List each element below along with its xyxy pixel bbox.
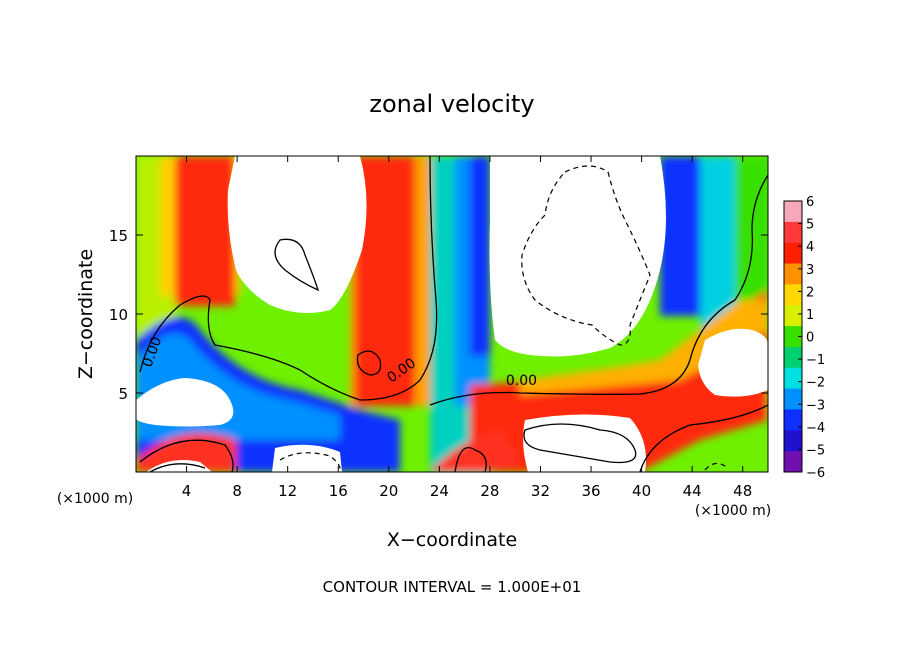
contour-line [149, 463, 206, 472]
colorbar-label: −3 [806, 398, 825, 413]
negative-contour [279, 452, 341, 472]
colorbar-label: 3 [806, 263, 814, 278]
zero-contour [429, 174, 768, 406]
x-tick-label: 16 [329, 482, 348, 500]
contour-line [523, 423, 637, 464]
blank-region [136, 378, 234, 427]
colorbar-label: −1 [806, 353, 825, 368]
colorbar-label: −2 [806, 376, 825, 391]
negative-contour [521, 165, 651, 346]
colorbar-swatch [784, 367, 802, 390]
colorbar-label: −4 [806, 421, 825, 436]
colorbar-label: 0 [806, 331, 814, 346]
velocity-field: 0.000.00 0.00 [136, 156, 768, 472]
negative-contour [704, 462, 729, 471]
contour-interval-note: CONTOUR INTERVAL = 1.000E+01 [323, 578, 582, 596]
z-tick-label: 10 [109, 306, 128, 324]
blank-region [272, 444, 342, 472]
colorbar-swatch [784, 201, 802, 223]
x-unit-note-right: (×1000 m) [695, 503, 771, 519]
colorbar-swatch [784, 221, 802, 244]
colorbar-label: 2 [806, 285, 814, 300]
colorbar-swatch [784, 451, 802, 473]
x-tick-label: 40 [632, 482, 651, 500]
colorbar-label: 5 [806, 218, 814, 233]
x-tick-label: 48 [733, 482, 752, 500]
colorbar-swatch [784, 346, 802, 369]
x-tick-label: 44 [683, 482, 702, 500]
blank-region [698, 328, 768, 397]
colorbar-swatch [784, 388, 802, 410]
blank-region [227, 156, 367, 314]
colorbar: 6 5 4 3 2 1 0 −1 −2 −3 −4 −5 −6 [783, 195, 825, 481]
contour-value-label: 0.00 [506, 373, 537, 389]
colorbar-swatch [784, 326, 802, 348]
contour-line [356, 350, 382, 376]
colorbar-swatch [784, 284, 802, 306]
colorbar-swatch [784, 263, 802, 285]
blank-region [146, 459, 212, 472]
z-axis-label: Z−coordinate [75, 249, 97, 379]
x-tick-label: 20 [379, 482, 398, 500]
colorbar-swatch [784, 305, 802, 327]
colorbar-label: −6 [806, 466, 825, 481]
x-tick-label: 4 [182, 482, 192, 500]
blank-region [489, 156, 666, 357]
contour-line [454, 446, 487, 472]
z-axis: 5 10 15 [109, 227, 768, 403]
z-tick-label: 5 [118, 385, 128, 403]
zero-contour [139, 156, 438, 401]
chart-title: zonal velocity [369, 90, 534, 118]
contour-line [139, 439, 234, 472]
zero-contour [639, 404, 768, 472]
colorbar-label: −5 [806, 443, 825, 458]
blank-region [523, 414, 646, 472]
colorbar-swatch [784, 242, 802, 265]
contour-line [274, 238, 320, 292]
x-unit-note-left: (×1000 m) [57, 491, 133, 507]
x-tick-label: 36 [581, 482, 600, 500]
z-tick-label: 15 [109, 227, 128, 245]
colorbar-label: 6 [806, 195, 814, 210]
x-tick-label: 28 [480, 482, 499, 500]
x-tick-label: 32 [531, 482, 550, 500]
x-tick-label: 24 [430, 482, 449, 500]
colorbar-swatch [784, 409, 802, 431]
x-tick-label: 8 [232, 482, 242, 500]
colorbar-label: 1 [806, 308, 814, 323]
colorbar-swatch [784, 430, 802, 452]
colorbar-label: 4 [806, 240, 814, 255]
x-tick-label: 12 [278, 482, 297, 500]
x-axis-label: X−coordinate [387, 529, 517, 551]
x-axis: 4 8 12 16 20 24 28 32 36 40 44 48 [182, 156, 752, 500]
